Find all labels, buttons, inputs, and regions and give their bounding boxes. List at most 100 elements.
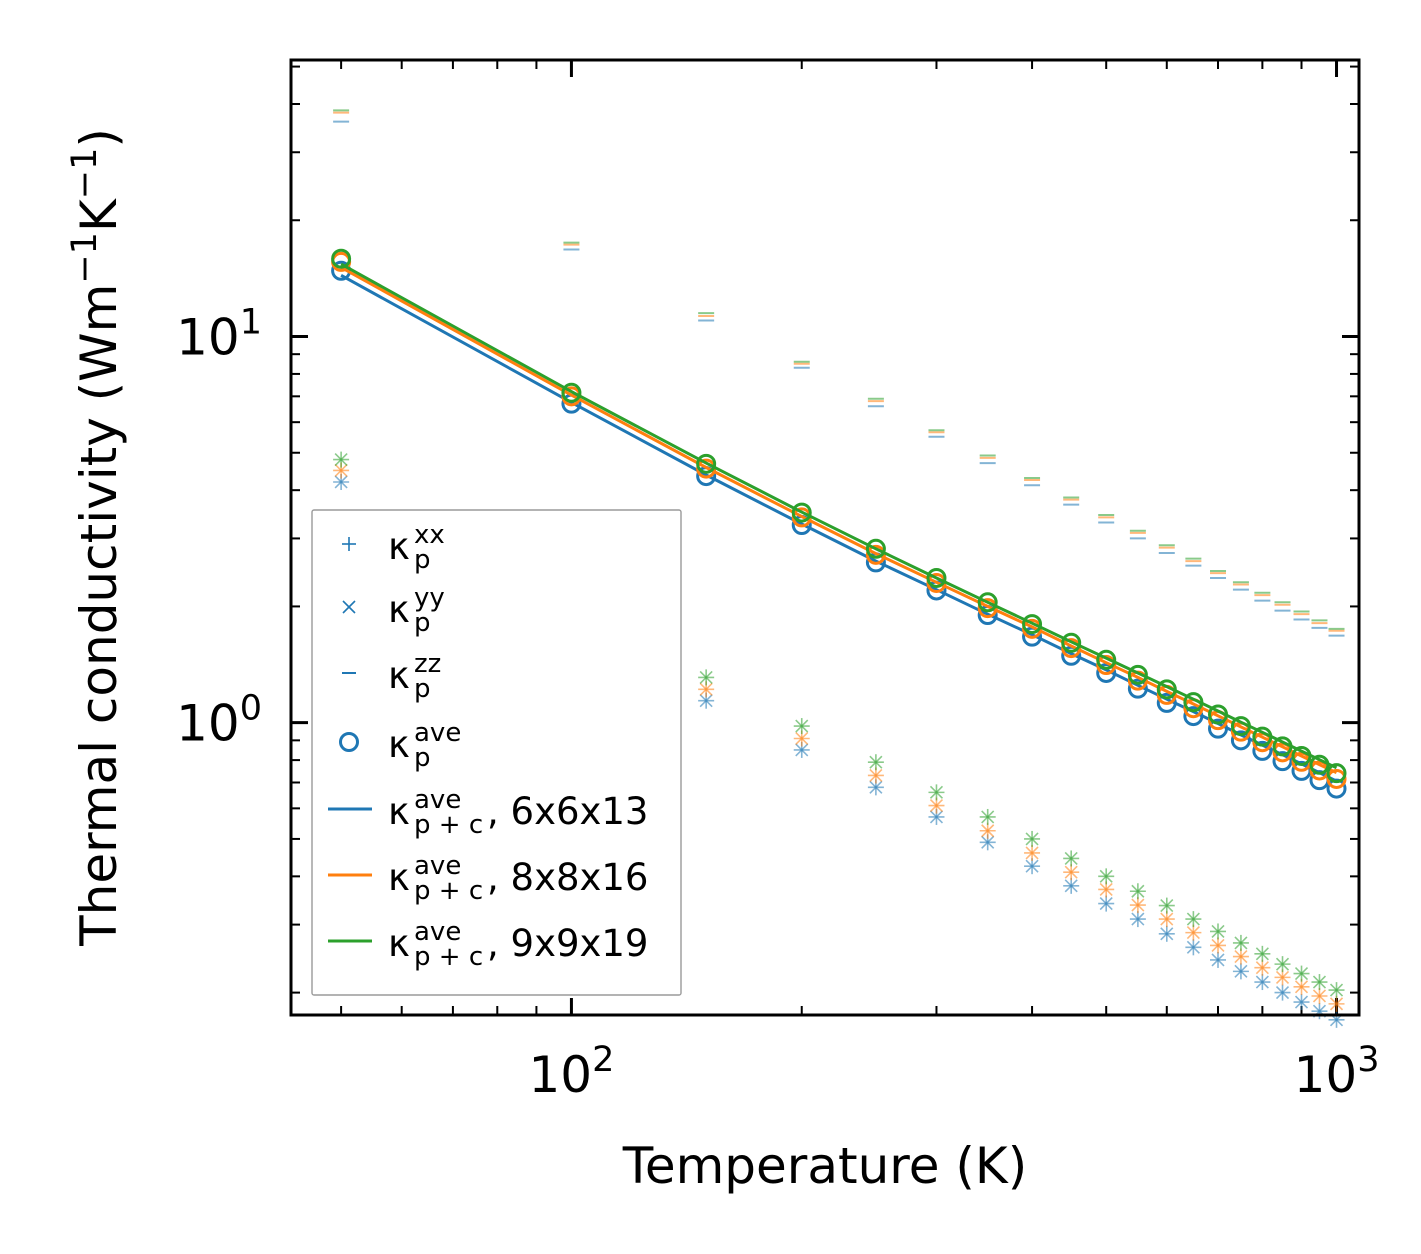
kave-point (1127, 678, 1148, 699)
kave-point (1208, 704, 1229, 725)
kave-point (865, 544, 886, 565)
kave-point (696, 453, 717, 474)
kyy-point (1211, 953, 1225, 967)
legend-label-base: κ (388, 723, 410, 766)
kyy-point (1160, 899, 1174, 913)
kyy-point (1255, 961, 1269, 975)
legend-label-subscript: p (414, 743, 431, 773)
kyy-points-9x9x19 (334, 453, 1344, 997)
kyy-point (929, 785, 944, 799)
y-axis-label: Thermal conductivity (Wm−1K−1) (65, 128, 128, 947)
x-tick-label-base: 10 (528, 1046, 592, 1104)
y-axis-label-exp1: −1 (65, 232, 105, 284)
kyy-point (795, 731, 809, 746)
kyy-point (1329, 997, 1344, 1011)
legend-marker (339, 732, 359, 752)
kyy-point (795, 743, 809, 757)
kave-point (1096, 649, 1117, 670)
x-axis-label: Temperature (K) (622, 1137, 1027, 1195)
legend-entry: κ xx p (342, 520, 445, 575)
kyy-point (1099, 869, 1113, 883)
kyy-point (334, 453, 348, 467)
kave-point (561, 382, 582, 403)
kave-point (1061, 632, 1082, 653)
y-axis-label-exp2: −1 (65, 148, 105, 200)
kyy-point (1234, 964, 1248, 978)
kyy-point (1064, 851, 1078, 866)
data-marks (331, 109, 1347, 1028)
legend-label: κ ave p + c, 8x8x16 (388, 851, 648, 906)
kyy-point (1211, 938, 1225, 952)
kyy-point (1275, 986, 1290, 1000)
kzz-points-6x6x13 (333, 120, 1345, 637)
legend-label: κ ave p + c, 9x9x19 (388, 917, 648, 972)
legend-label-base: κ (388, 922, 410, 965)
legend-marker (342, 600, 356, 614)
legend-label-subscript: p + c (414, 876, 483, 906)
kave-point (1272, 736, 1293, 757)
x-tick-label-exponent: 3 (1357, 1040, 1379, 1080)
kave-point (1326, 778, 1347, 799)
kave-point (1208, 718, 1229, 739)
kyy-point (1234, 936, 1248, 950)
legend-label: κ xx p (388, 520, 445, 575)
y-axis-label-mid: K (70, 198, 128, 232)
legend-label-superscript: ave (414, 917, 461, 947)
legend-label-suffix: , 6x6x13 (487, 790, 648, 833)
y-tick-label-exponent: 1 (240, 303, 262, 343)
legend-entry: κ ave p + c, 9x9x19 (328, 917, 648, 972)
kyy-point (981, 810, 995, 824)
kyy-point (1186, 926, 1200, 940)
legend-entry: κ ave p + c, 8x8x16 (328, 851, 648, 906)
kyy-point (1064, 865, 1078, 879)
kyy-point (1275, 970, 1290, 984)
kave-point (1272, 742, 1293, 763)
kzz-points-9x9x19 (333, 109, 1345, 630)
legend-label-suffix: , 8x8x16 (487, 856, 648, 899)
x-tick-label: 102 (528, 1040, 614, 1104)
kyy-point (1294, 995, 1309, 1009)
legend-label-superscript: ave (414, 785, 461, 815)
axes-frame (289, 58, 1361, 1017)
kyy-point (1160, 927, 1174, 941)
y-tick-label: 100 (176, 689, 262, 753)
legend-label-base: κ (388, 654, 410, 697)
legend-frame (311, 509, 682, 996)
y-tick-label-base: 10 (176, 695, 240, 753)
kyy-point (1329, 983, 1344, 997)
legend-label-suffix: , 9x9x19 (487, 922, 648, 965)
kyy-point (1255, 975, 1269, 989)
kave-point (1252, 726, 1273, 747)
kyy-point (1186, 912, 1200, 926)
kzz-points-8x8x16 (333, 111, 1345, 632)
kyy-point (1275, 957, 1290, 971)
kyy-point (1131, 898, 1145, 912)
kyy-point (1160, 912, 1174, 926)
legend-label-base: κ (388, 856, 410, 899)
y-tick-label: 101 (176, 303, 262, 367)
x-tick-label-exponent: 2 (592, 1040, 614, 1080)
kave-point (1156, 679, 1177, 700)
x-tick-label-base: 10 (1294, 1046, 1358, 1104)
kyy-point (795, 719, 809, 733)
kyy-point (699, 682, 713, 696)
legend-label-subscript: p (414, 545, 431, 575)
legend-label: κ ave p (388, 718, 461, 773)
kyy-point (1131, 884, 1145, 898)
legend-label-base: κ (388, 525, 410, 568)
kyy-point (699, 694, 713, 708)
kyy-point (334, 463, 348, 477)
kyy-point (1211, 924, 1225, 939)
kyy-point (981, 824, 995, 838)
kave-point (1022, 614, 1043, 635)
kyy-point (334, 475, 348, 489)
legend-label: κ ave p + c, 6x6x13 (388, 785, 648, 840)
kave-point (1156, 692, 1177, 713)
legend-label-subscript: p (414, 674, 431, 704)
kyy-point (1099, 897, 1113, 911)
kyy-point (1234, 949, 1248, 964)
legend-label-superscript: ave (414, 851, 461, 881)
